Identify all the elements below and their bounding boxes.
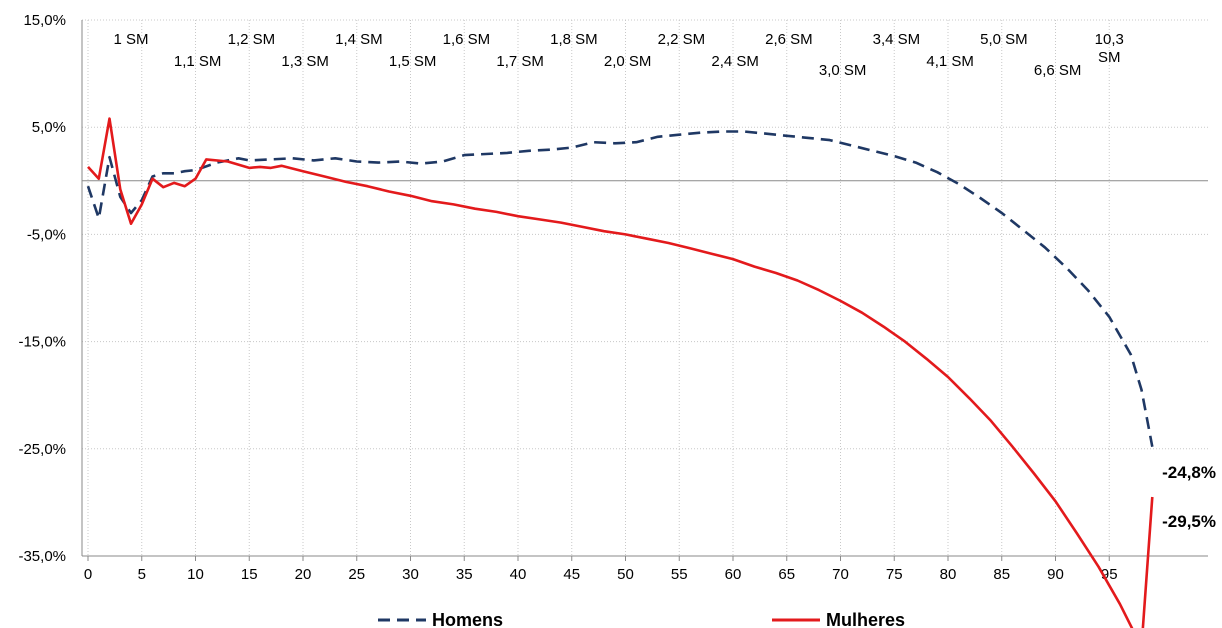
x-tick-label: 45 (563, 566, 580, 583)
x-tick-label: 10 (187, 566, 204, 583)
y-tick-label: -35,0% (18, 548, 66, 565)
legend: Homens Mulheres (378, 610, 905, 628)
series-line-mulheres (87, 117, 1154, 628)
x-tick-label: 30 (402, 566, 419, 583)
x-tick-label: 5 (138, 566, 146, 583)
x-tick-label: 15 (241, 566, 258, 583)
x-tick-label: 55 (671, 566, 688, 583)
sm-annotation: 1,6 SM (443, 31, 491, 48)
sm-annotation: 1,1 SM (174, 53, 222, 70)
x-tick-label: 75 (886, 566, 903, 583)
x-tick-label: 20 (295, 566, 312, 583)
sm-annotation: 1 SM (113, 31, 148, 48)
y-tick-label: -5,0% (27, 226, 66, 243)
x-tick-label: 40 (510, 566, 527, 583)
sm-annotation: 10,3 SM (1095, 31, 1124, 66)
sm-annotations: 1 SM 1,1 SM 1,2 SM 1,3 SM 1,4 SM 1,5 SM 1,6 SM… (113, 31, 1123, 79)
sm-annotation: 2,6 SM (765, 31, 813, 48)
sm-annotation: 1,2 SM (228, 31, 276, 48)
end-label-homens: -24,8% (1162, 463, 1216, 482)
sm-annotation: 2,4 SM (711, 53, 759, 70)
sm-annotation: 1,7 SM (496, 53, 544, 70)
sm-annotation: 1,5 SM (389, 53, 437, 70)
x-tick-label: 90 (1047, 566, 1064, 583)
end-labels: -24,8% -29,5% (1162, 463, 1216, 531)
y-axis-tick-labels: 15,0% 5,0% -5,0% -15,0% -25,0% -35,0% (18, 12, 66, 565)
series-lines (86, 117, 1154, 628)
y-tick-label: -15,0% (18, 334, 66, 351)
x-tick-label: 80 (940, 566, 957, 583)
gridlines (82, 19, 1208, 557)
sm-annotation: 6,6 SM (1034, 62, 1082, 79)
x-tick-label: 85 (993, 566, 1010, 583)
sm-annotation: 1,4 SM (335, 31, 383, 48)
sm-annotation: 3,0 SM (819, 62, 867, 79)
sm-annotation: 1,8 SM (550, 31, 598, 48)
x-tick-label: 0 (84, 566, 92, 583)
x-axis-tick-labels: 0 5 10 15 20 25 30 35 40 45 50 55 60 65 70 75 80 85 90 95 (84, 566, 1118, 583)
sm-annotation: 1,3 SM (281, 53, 329, 70)
sm-annotation: 2,0 SM (604, 53, 652, 70)
sm-annotation: 4,1 SM (926, 53, 974, 70)
x-tick-label: 70 (832, 566, 849, 583)
end-label-mulheres: -29,5% (1162, 512, 1216, 531)
y-tick-label: -25,0% (18, 441, 66, 458)
axes (81, 20, 1208, 561)
x-tick-label: 60 (725, 566, 742, 583)
legend-label-homens: Homens (432, 610, 503, 628)
x-tick-label: 65 (778, 566, 795, 583)
y-tick-label: 15,0% (23, 12, 66, 29)
sm-annotation: 2,2 SM (658, 31, 706, 48)
series-line-homens (86, 130, 1154, 447)
x-tick-label: 50 (617, 566, 634, 583)
x-tick-label: 25 (348, 566, 365, 583)
y-tick-label: 5,0% (32, 119, 66, 136)
sm-annotation: 5,0 SM (980, 31, 1028, 48)
sm-annotation: 3,4 SM (873, 31, 921, 48)
legend-label-mulheres: Mulheres (826, 610, 905, 628)
x-tick-label: 35 (456, 566, 473, 583)
